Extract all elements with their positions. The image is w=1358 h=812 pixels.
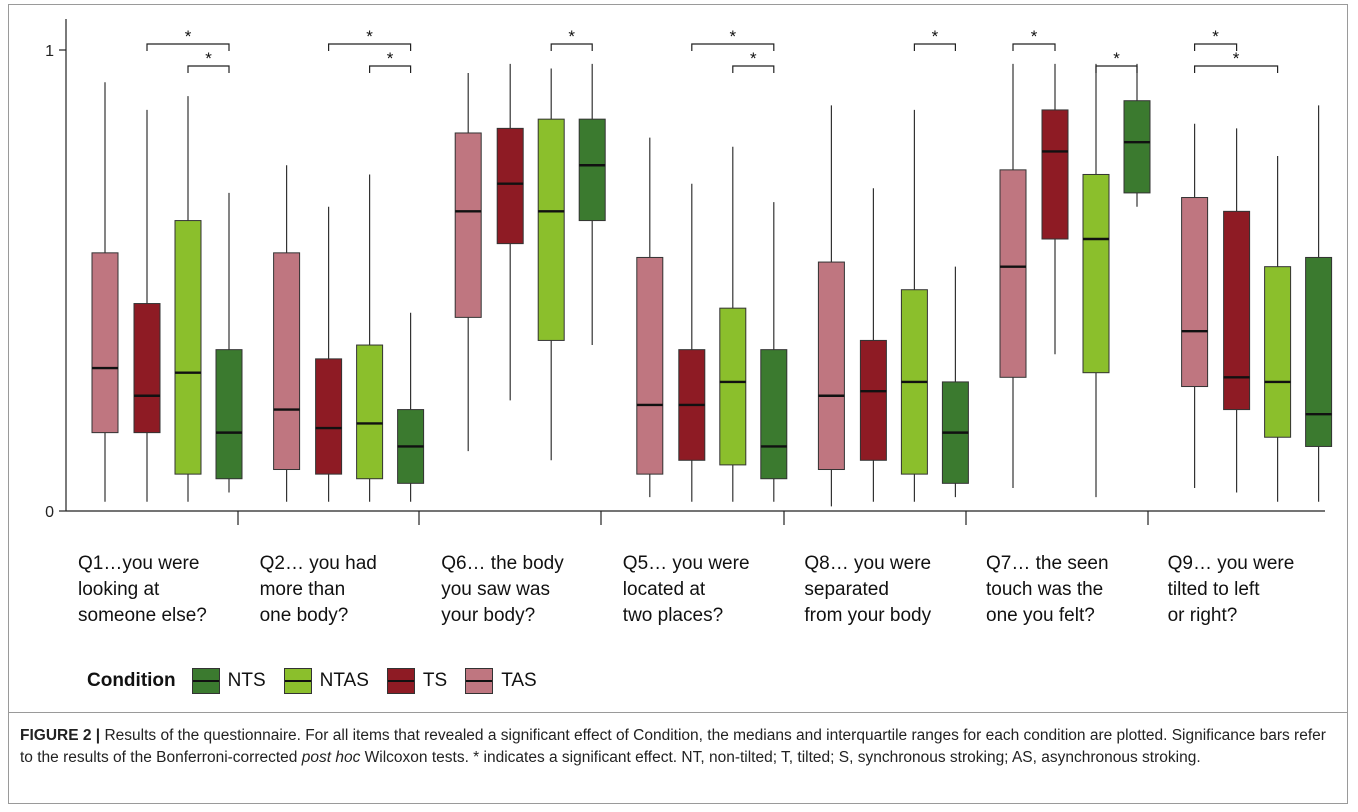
category-label: your body? — [441, 605, 535, 626]
category-label: from your body — [804, 605, 931, 626]
category-label: separated — [804, 579, 889, 600]
significance-label: * — [729, 27, 736, 46]
significance-bracket — [732, 65, 775, 73]
box-ntas — [356, 344, 384, 480]
category-label: Q2… you had — [260, 553, 377, 574]
caption-text-before: Results of the questionnaire. For all it… — [20, 727, 1326, 766]
boxplot-chart: 1 0 * * Q1…you were looking at someone else? * *… — [45, 19, 1333, 626]
box-nts — [1305, 256, 1333, 447]
category-label: or right? — [1168, 605, 1238, 626]
category-label: touch was the — [986, 579, 1103, 600]
box-tas — [817, 261, 845, 471]
category-label: Q1…you were — [78, 553, 199, 574]
category-label: two places? — [623, 605, 723, 626]
legend: Condition NTS NTAS TS TAS — [87, 662, 555, 700]
significance-bracket — [328, 43, 412, 51]
legend-item-ntas: NTAS — [283, 662, 369, 700]
category-label: Q6… the body — [441, 553, 564, 574]
caption-divider — [8, 712, 1348, 713]
box-tas — [636, 256, 664, 475]
legend-title: Condition — [87, 670, 176, 691]
box-tas — [1181, 197, 1209, 388]
box-ntas — [537, 118, 565, 341]
category-label: looking at — [78, 579, 160, 600]
y-tick-label: 0 — [45, 504, 54, 521]
significance-bracket — [550, 43, 593, 51]
significance-label: * — [205, 49, 212, 68]
legend-label-ts: TS — [422, 670, 448, 691]
significance-bracket — [146, 43, 230, 51]
box-nts — [760, 349, 788, 480]
box-ntas — [719, 307, 747, 466]
figure-caption: FIGURE 2 | Results of the questionnaire.… — [20, 725, 1338, 769]
category-label: located at — [623, 579, 706, 600]
box-ts — [133, 303, 161, 434]
significance-label: * — [185, 27, 192, 46]
legend-swatch-ntas — [283, 662, 312, 700]
box-ntas — [1264, 266, 1292, 438]
legend-label-nts: NTS — [227, 670, 266, 691]
box-nts — [578, 118, 606, 222]
legend-item-ts: TS — [386, 662, 448, 700]
legend-swatch-tas — [465, 662, 494, 700]
caption-italic: post hoc — [301, 749, 361, 766]
significance-label: * — [1233, 49, 1240, 68]
legend-label-ntas: NTAS — [319, 670, 369, 691]
legend-label-tas: TAS — [501, 670, 537, 691]
box-ntas — [174, 220, 202, 475]
figure-label: FIGURE 2 | — [20, 727, 101, 744]
category-label: tilted to left — [1168, 579, 1261, 600]
significance-bracket — [1194, 43, 1238, 51]
box-ntas — [1082, 173, 1110, 374]
category-label: Q5… you were — [623, 553, 750, 574]
box-ts — [859, 339, 887, 461]
box-ts — [1223, 210, 1251, 411]
category-label: more than — [260, 579, 346, 600]
significance-bracket — [1012, 43, 1056, 51]
box-tas — [273, 252, 301, 471]
caption-text-after: Wilcoxon tests. * indicates a significan… — [360, 749, 1201, 766]
y-tick-label: 1 — [45, 43, 54, 60]
significance-label: * — [1113, 49, 1120, 68]
box-tas — [91, 252, 119, 434]
significance-bracket — [1095, 65, 1138, 73]
legend-swatch-ts — [386, 662, 415, 700]
significance-label: * — [568, 27, 575, 46]
category-label: Q8… you were — [804, 553, 931, 574]
box-tas — [454, 132, 482, 318]
category-label: you saw was — [441, 579, 550, 600]
category-label: Q7… the seen — [986, 553, 1109, 574]
box-nts — [1123, 100, 1151, 194]
significance-bracket — [913, 43, 956, 51]
category-label: one body? — [260, 605, 349, 626]
legend-swatch-nts — [191, 662, 220, 700]
box-nts — [215, 349, 243, 480]
significance-bracket — [1194, 65, 1279, 73]
significance-bracket — [187, 65, 230, 73]
significance-label: * — [1031, 27, 1038, 46]
significance-label: * — [1212, 27, 1219, 46]
box-tas — [999, 169, 1027, 378]
significance-label: * — [750, 49, 757, 68]
category-label: Q9… you were — [1168, 553, 1295, 574]
significance-bracket — [369, 65, 412, 73]
category-label: one you felt? — [986, 605, 1095, 626]
significance-label: * — [366, 27, 373, 46]
significance-label: * — [932, 27, 939, 46]
box-ts — [315, 358, 343, 475]
legend-item-tas: TAS — [465, 662, 537, 700]
box-ts — [496, 127, 524, 245]
figure-frame: 1 0 * * Q1…you were looking at someone else? * *… — [8, 4, 1348, 804]
legend-item-nts: NTS — [191, 662, 266, 700]
significance-label: * — [387, 49, 394, 68]
significance-bracket — [691, 43, 775, 51]
box-ts — [1041, 109, 1069, 240]
category-label: someone else? — [78, 605, 207, 626]
